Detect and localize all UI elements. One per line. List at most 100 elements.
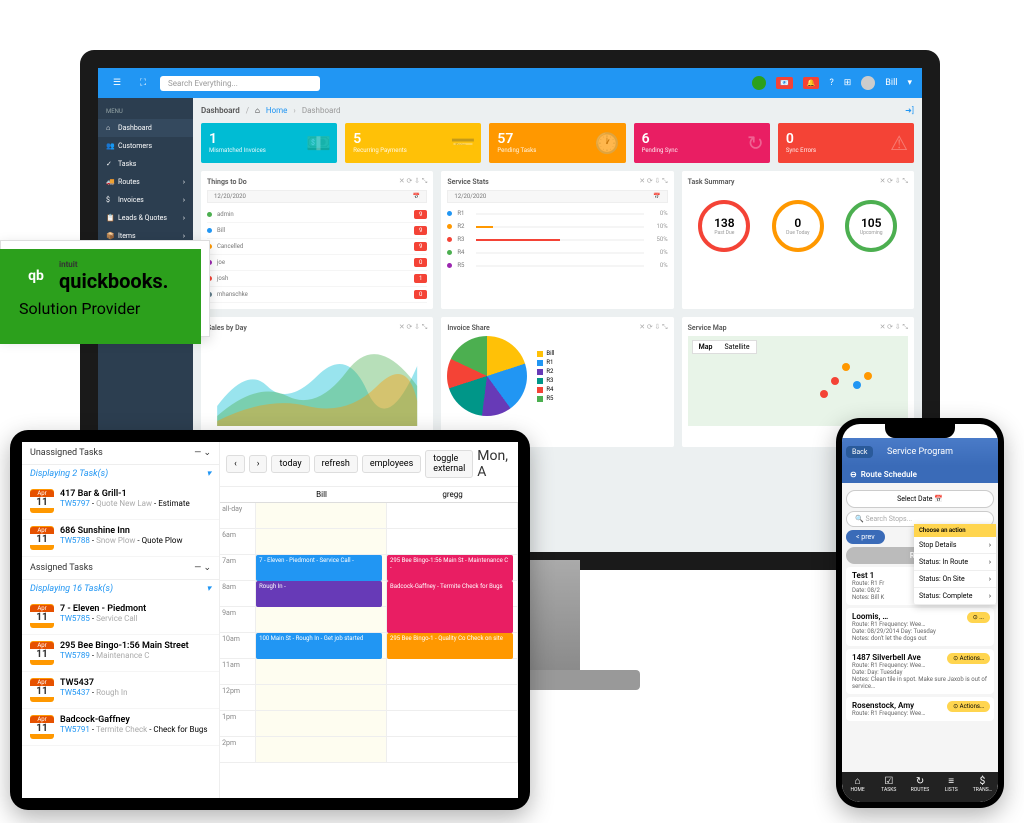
- service-stat-row: R10%: [447, 207, 667, 220]
- panel-sales-by-day: Sales by Day ✕ ⟳ ⇩ ⤡: [201, 317, 433, 447]
- task-item[interactable]: Apr11686 Sunshine InnTW5788 - Snow Plow …: [22, 520, 219, 557]
- sidebar-item-dashboard[interactable]: ⌂Dashboard: [98, 119, 193, 137]
- back-button[interactable]: Back: [846, 446, 873, 458]
- tab-routes[interactable]: ↻ROUTES: [904, 772, 935, 802]
- sidebar-title: MENU: [98, 104, 193, 119]
- sidebar-item-invoices[interactable]: $Invoices›: [98, 191, 193, 209]
- sales-area-chart: [207, 336, 427, 426]
- route-stop[interactable]: 1487 Silverbell AveRoute: R1 Frequency: …: [846, 649, 994, 694]
- actions-button[interactable]: ⊙ Actions…: [947, 653, 990, 664]
- pie-legend: BillR1R2R3R4R5: [537, 348, 554, 404]
- page-title: Dashboard: [201, 106, 240, 115]
- map-tab-satellite[interactable]: Satellite: [718, 341, 755, 353]
- tab-trans…[interactable]: $TRANS…: [967, 772, 998, 802]
- summary-circle: 105Upcoming: [845, 200, 897, 252]
- cal-employees-button[interactable]: employees: [362, 455, 421, 473]
- cal-refresh-button[interactable]: refresh: [314, 455, 358, 473]
- actions-button[interactable]: ⊙ ...: [967, 612, 990, 623]
- cal-toggle-button[interactable]: toggle external: [425, 450, 473, 478]
- service-stat-row: R40%: [447, 246, 667, 259]
- task-item[interactable]: Apr11Badcock-GaffneyTW5791 - Termite Che…: [22, 709, 219, 746]
- tab-lists[interactable]: ≡LISTS: [936, 772, 967, 802]
- stat-card[interactable]: 6Pending Sync↻: [634, 123, 770, 163]
- calendar-event[interactable]: Badcock-Gaffney - Termite Check for Bugs: [387, 581, 513, 633]
- search-input[interactable]: Search Everything...: [160, 76, 320, 91]
- phone-device: Back Service Program Route Schedule Sele…: [836, 418, 1004, 808]
- todo-row[interactable]: Cancelled9: [207, 239, 427, 255]
- route-stop[interactable]: Rosenstock, AmyRoute: R1 Frequency: Wee……: [846, 697, 994, 721]
- breadcrumb: Dashboard / ⌂ Home › Dashboard ➜]: [201, 106, 914, 115]
- panel-invoice-share: Invoice Share ✕ ⟳ ⇩ ⤡ BillR1R2R3R4R5: [441, 317, 673, 447]
- todo-row[interactable]: josh1: [207, 271, 427, 287]
- map-tab-map[interactable]: Map: [693, 341, 719, 353]
- action-menu: Choose an action Stop Details›Status: In…: [914, 524, 996, 605]
- cal-date-title: Mon, A: [477, 448, 512, 480]
- logout-icon[interactable]: ➜]: [905, 106, 914, 115]
- breadcrumb-home[interactable]: Home: [266, 106, 288, 115]
- home-icon[interactable]: ⌂: [255, 106, 260, 115]
- tab-home[interactable]: ⌂HOME: [842, 772, 873, 802]
- calendar-event[interactable]: 295 Bee Bingo-1 - Quality Co Check on si…: [387, 633, 513, 659]
- breadcrumb-current: Dashboard: [302, 106, 341, 115]
- phone-header: Back Service Program: [842, 438, 998, 466]
- phone-tab-bar: ⌂HOME☑TASKS↻ROUTES≡LISTS$TRANS…: [842, 772, 998, 802]
- service-map[interactable]: Map Satellite: [688, 336, 908, 426]
- unassigned-header: Unassigned Tasks— ⌄: [22, 442, 219, 465]
- task-list-panel: Unassigned Tasks— ⌄ Displaying 2 Task(s)…: [22, 442, 220, 798]
- sidebar-item-tasks[interactable]: ✓Tasks: [98, 155, 193, 173]
- qb-icon[interactable]: [752, 76, 766, 90]
- task-item[interactable]: Apr117 - Eleven - PiedmontTW5785 - Servi…: [22, 598, 219, 635]
- task-item[interactable]: Apr11TW5437TW5437 - Rough In: [22, 672, 219, 709]
- alert-badge[interactable]: 🔔: [803, 77, 820, 89]
- help-icon[interactable]: ?: [829, 78, 833, 88]
- menu-item[interactable]: Status: In Route›: [914, 554, 996, 571]
- calendar-event[interactable]: Rough In -: [256, 581, 382, 607]
- apps-icon[interactable]: ⊞: [844, 78, 852, 88]
- select-date-button[interactable]: Select Date 📅: [846, 490, 994, 508]
- notification-badge[interactable]: 📧: [776, 77, 793, 89]
- todo-row[interactable]: mhanschke0: [207, 287, 427, 303]
- stat-card[interactable]: 57Pending Tasks🕐: [489, 123, 625, 163]
- task-item[interactable]: Apr11417 Bar & Grill-1TW5797 - Quote New…: [22, 483, 219, 520]
- sidebar-item-customers[interactable]: 👥Customers: [98, 137, 193, 155]
- summary-circle: 138Past Due: [698, 200, 750, 252]
- menu-item[interactable]: Status: On Site›: [914, 571, 996, 588]
- cal-prev-button[interactable]: ‹: [226, 455, 245, 473]
- sidebar-item-routes[interactable]: 🚚Routes›: [98, 173, 193, 191]
- cal-today-button[interactable]: today: [271, 455, 309, 473]
- cal-next-button[interactable]: ›: [249, 455, 268, 473]
- hamburger-icon[interactable]: ☰: [108, 78, 126, 88]
- calendar-icon: 📅: [653, 193, 660, 200]
- service-stat-row: R350%: [447, 233, 667, 246]
- task-item[interactable]: Apr11295 Bee Bingo-1:56 Main StreetTW578…: [22, 635, 219, 672]
- sidebar-item-leads-&-quotes[interactable]: 📋Leads & Quotes›: [98, 209, 193, 227]
- route-schedule-section[interactable]: Route Schedule: [842, 466, 998, 483]
- service-stat-row: R210%: [447, 220, 667, 233]
- stat-card[interactable]: 1Mismatched Invoices💵: [201, 123, 337, 163]
- calendar-event[interactable]: 7 - Eleven - Piedmont - Service Call -: [256, 555, 382, 581]
- invoice-pie-chart: [447, 336, 527, 416]
- calendar-panel: ‹ › today refresh employees toggle exter…: [220, 442, 518, 798]
- calendar-icon: 📅: [413, 193, 420, 200]
- stat-card[interactable]: 0Sync Errors⚠: [778, 123, 914, 163]
- user-dropdown-icon[interactable]: ▾: [907, 78, 912, 88]
- menu-item[interactable]: Status: Complete›: [914, 588, 996, 605]
- stat-card[interactable]: 5Recurring Payments💳: [345, 123, 481, 163]
- quickbooks-logo-icon: qb: [19, 259, 53, 293]
- topbar: ☰ ⛶ Search Everything... 📧 🔔 ? ⊞ Bill ▾: [98, 68, 922, 98]
- actions-button[interactable]: ⊙ Actions…: [947, 701, 990, 712]
- calendar-event[interactable]: 295 Bee Bingo-1:56 Main St - Maintenance…: [387, 555, 513, 581]
- calendar-event[interactable]: 100 Main St - Rough In - Get job started: [256, 633, 382, 659]
- quickbooks-subtitle: Solution Provider: [19, 299, 191, 318]
- prev-button[interactable]: < prev: [846, 530, 885, 544]
- expand-icon[interactable]: ⛶: [134, 78, 152, 88]
- tab-tasks[interactable]: ☑TASKS: [873, 772, 904, 802]
- user-avatar[interactable]: [861, 76, 875, 90]
- route-stop[interactable]: Loomis, …Route: R1 Frequency: Wee…Date: …: [846, 608, 994, 646]
- todo-row[interactable]: Bill9: [207, 223, 427, 239]
- todo-row[interactable]: admin9: [207, 207, 427, 223]
- todo-row[interactable]: joe0: [207, 255, 427, 271]
- user-name: Bill: [885, 78, 897, 88]
- menu-item[interactable]: Stop Details›: [914, 537, 996, 554]
- service-stat-row: R50%: [447, 259, 667, 272]
